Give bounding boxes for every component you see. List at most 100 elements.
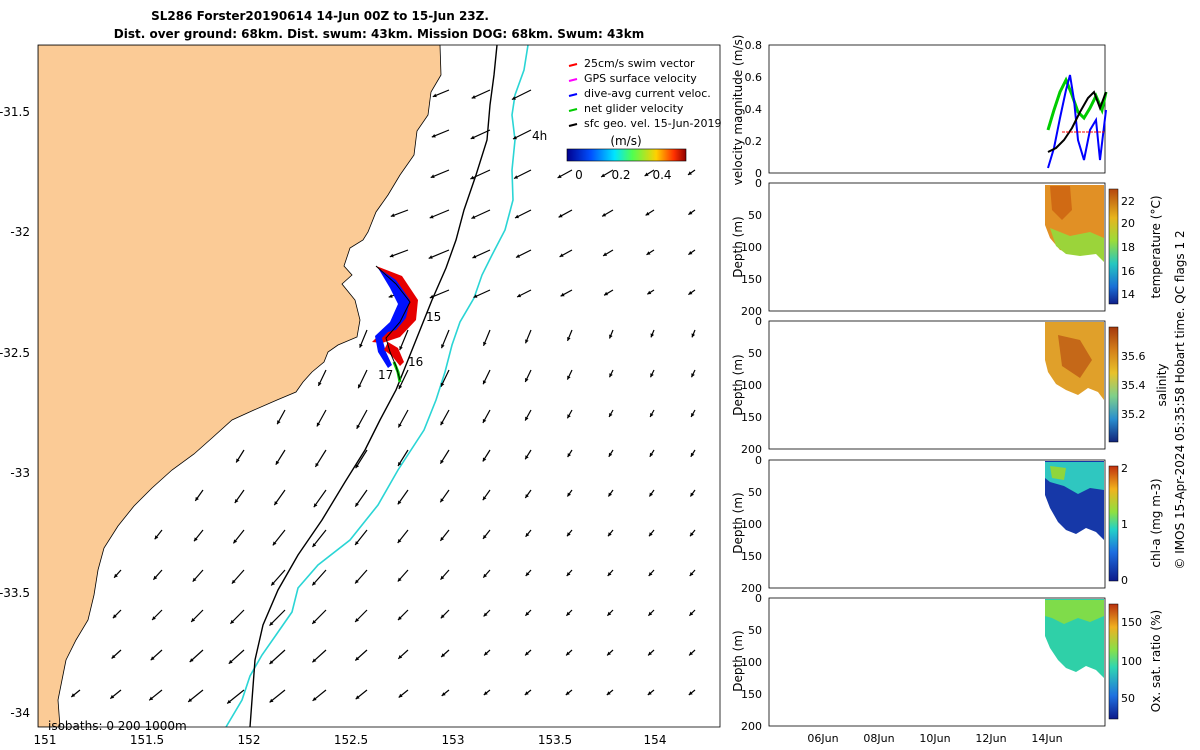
chla-panel: 2 1 0 chl-a (mg m-3) Depth (m) 0 50 100 … bbox=[731, 454, 1163, 595]
current-vector-head bbox=[606, 691, 611, 695]
current-vector-head bbox=[688, 171, 692, 175]
current-vector-head bbox=[228, 659, 233, 664]
current-vector-head bbox=[608, 492, 612, 497]
sal-ytick-0: 0 bbox=[755, 315, 762, 328]
colorbar-tick-0: 0 bbox=[575, 168, 583, 182]
current-vector-head bbox=[355, 618, 359, 622]
current-vector-head bbox=[608, 452, 613, 457]
current-vector-head bbox=[691, 333, 696, 338]
current-vector-head bbox=[525, 339, 529, 344]
current-vector-head bbox=[689, 651, 693, 656]
current-vector-head bbox=[525, 378, 529, 382]
current-vector-head bbox=[440, 382, 445, 387]
ox-ytick-150: 150 bbox=[741, 688, 762, 701]
track-label-16: 16 bbox=[408, 355, 423, 369]
current-vector-head bbox=[431, 134, 436, 138]
isobaths-label: isobaths: 0 200 1000m bbox=[48, 719, 187, 733]
current-vector-head bbox=[647, 290, 652, 295]
chla-cbar-label: chl-a (mg m-3) bbox=[1149, 478, 1163, 567]
current-vector-head bbox=[441, 653, 446, 657]
current-vector-head bbox=[429, 214, 434, 219]
current-vector-head bbox=[428, 255, 433, 259]
imos-footer: © IMOS 15-Apr-2024 05:35:58 Hobart time.… bbox=[1173, 230, 1187, 569]
current-vector-head bbox=[473, 294, 478, 298]
current-vector-head bbox=[482, 457, 487, 462]
xtick-08jun: 08Jun bbox=[863, 732, 894, 745]
current-vector-head bbox=[233, 539, 238, 544]
xtick-14jun: 14Jun bbox=[1031, 732, 1062, 745]
colorbar-tick-2: 0.4 bbox=[652, 168, 671, 182]
xtick-12jun: 12Jun bbox=[975, 732, 1006, 745]
current-vector-head bbox=[558, 213, 563, 218]
current-vector-head bbox=[269, 660, 274, 664]
temp-cbar-20: 20 bbox=[1121, 217, 1135, 230]
lon-tick-3: 152 bbox=[238, 733, 261, 747]
current-vector-head bbox=[567, 492, 571, 497]
legend-gps: GPS surface velocity bbox=[584, 72, 697, 85]
current-vector-head bbox=[483, 612, 488, 617]
current-vector-head bbox=[567, 414, 571, 419]
map-panel: 15 16 17 4h isobaths: 0 200 1000m 25cm/s… bbox=[0, 44, 721, 747]
legend-swatch-swim bbox=[568, 63, 578, 67]
current-vector bbox=[356, 409, 368, 430]
current-vector-head bbox=[688, 211, 693, 215]
oxygen-panel: 150 100 50 Ox. sat. ratio (%) Depth (m) … bbox=[731, 592, 1163, 733]
current-vector-head bbox=[607, 572, 612, 576]
current-vector-head bbox=[559, 253, 564, 257]
current-vector-head bbox=[429, 294, 434, 299]
temp-ytick-150: 150 bbox=[741, 273, 762, 286]
current-vector-head bbox=[483, 534, 487, 539]
current-vector-head bbox=[567, 532, 571, 537]
current-vector-head bbox=[398, 462, 402, 466]
chla-ytick-150: 150 bbox=[741, 550, 762, 563]
velocity-panel: 0.8 0.6 0.4 0.2 0 velocity magnitude (m/… bbox=[731, 35, 1108, 185]
current-vector-head bbox=[359, 343, 363, 348]
current-vector bbox=[312, 529, 327, 548]
temperature-section-warm bbox=[1050, 186, 1072, 220]
sal-ytick-50: 50 bbox=[748, 347, 762, 360]
chla-section-high bbox=[1050, 466, 1066, 480]
current-vector-head bbox=[567, 375, 571, 380]
current-vector-head bbox=[607, 651, 611, 656]
current-vector bbox=[429, 209, 450, 219]
current-vector-head bbox=[114, 573, 118, 578]
current-vector-head bbox=[355, 656, 360, 661]
current-vector-trace bbox=[375, 268, 410, 368]
current-vector-head bbox=[195, 496, 199, 501]
current-vector-head bbox=[525, 611, 530, 616]
current-vector-head bbox=[516, 254, 520, 258]
current-vector-head bbox=[648, 651, 652, 656]
sal-ytick-200: 200 bbox=[741, 443, 762, 456]
xtick-06jun: 06Jun bbox=[807, 732, 838, 745]
current-vector-head bbox=[277, 420, 281, 425]
current-vector bbox=[470, 169, 491, 180]
current-vector-head bbox=[398, 616, 402, 621]
chla-ylabel: Depth (m) bbox=[731, 492, 745, 553]
temperature-section-cool bbox=[1050, 228, 1104, 262]
current-vector-head bbox=[609, 334, 613, 339]
current-vector-head bbox=[648, 572, 653, 576]
current-vector-head bbox=[188, 698, 193, 702]
xtick-10jun: 10Jun bbox=[919, 732, 950, 745]
current-vector-head bbox=[150, 656, 155, 661]
salinity-ylabel: Depth (m) bbox=[731, 354, 745, 415]
current-vector-head bbox=[557, 174, 562, 178]
legend-geo: sfc geo. vel. 15-Jun-2019 bbox=[584, 117, 721, 130]
ox-cbar-150: 150 bbox=[1121, 616, 1142, 629]
temp-cbar-14: 14 bbox=[1121, 288, 1135, 301]
time-axis-ticks: 06Jun 08Jun 10Jun 12Jun 14Jun bbox=[807, 732, 1062, 745]
vel-ytick-0.2: 0.2 bbox=[745, 135, 763, 148]
current-vector-head bbox=[484, 651, 488, 656]
isobath-200m bbox=[225, 45, 529, 727]
current-vector-head bbox=[649, 452, 654, 457]
lat-tick-4: -33 bbox=[10, 466, 30, 480]
current-vector-head bbox=[513, 135, 517, 140]
chla-colorbar bbox=[1108, 465, 1119, 582]
current-vector-head bbox=[153, 575, 158, 580]
current-vector-head bbox=[649, 492, 653, 497]
salinity-colorbar bbox=[1108, 326, 1119, 443]
sal-cbar-35.6: 35.6 bbox=[1121, 350, 1146, 363]
current-vector-head bbox=[609, 373, 613, 378]
current-vector-head bbox=[399, 346, 403, 351]
current-vector-head bbox=[315, 462, 319, 467]
